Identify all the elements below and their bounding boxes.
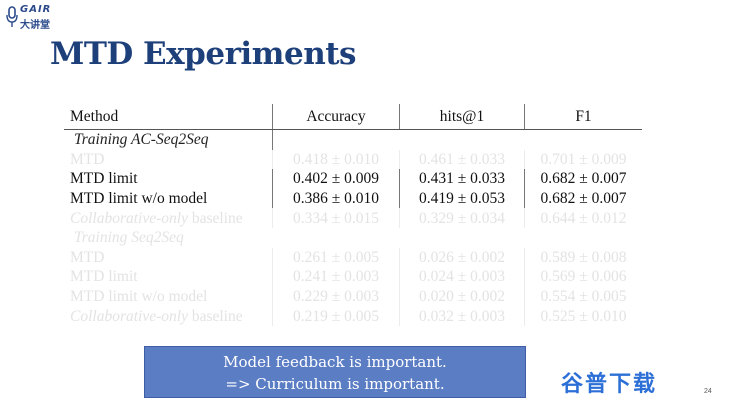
callout-line-1: Model feedback is important. [223,353,447,371]
table-row: MTD 0.418 ± 0.010 0.461 ± 0.033 0.701 ± … [64,149,642,170]
results-table: Method Accuracy hits@1 F1 Training AC-Se… [64,104,642,326]
method-rest: baseline [187,307,243,325]
header-f1: F1 [524,104,642,130]
f1-cell: 0.701 ± 0.009 [540,150,627,168]
logo-text-en: GAIR [20,4,52,15]
page-number: 24 [704,388,712,395]
logo-text-cn: 大讲堂 [20,20,50,31]
hits-cell: 0.329 ± 0.034 [399,208,525,228]
section-label: Training Seq2Seq [74,229,184,247]
hits-cell: 0.020 ± 0.002 [399,286,525,307]
hits-cell: 0.419 ± 0.053 [399,188,525,209]
method-cell: MTD limit w/o model [64,188,273,209]
section-row: Training AC-Seq2Seq [64,129,642,150]
section-label: Training AC-Seq2Seq [64,129,273,150]
accuracy-cell: 0.261 ± 0.005 [272,247,400,268]
f1-cell: 0.554 ± 0.005 [540,288,627,306]
accuracy-cell: 0.241 ± 0.003 [272,267,400,287]
header-accuracy: Accuracy [272,104,400,130]
section-row: Training Seq2Seq [64,228,642,248]
table-row: MTD limit w/o model 0.386 ± 0.010 0.419 … [64,188,642,209]
method-cell: MTD [64,247,273,268]
method-cell: MTD limit w/o model [64,286,273,307]
hits-cell: 0.024 ± 0.003 [399,267,525,287]
method-cell: Collaborative-only baseline [64,208,273,228]
method-cell: MTD limit [64,267,273,287]
table-row: MTD limit 0.241 ± 0.003 0.024 ± 0.003 0.… [64,267,642,287]
method-italic: Collaborative-only [70,209,188,227]
accuracy-cell: 0.386 ± 0.010 [272,188,400,209]
accuracy-cell: 0.219 ± 0.005 [272,306,400,326]
hits-cell: 0.431 ± 0.033 [399,169,525,189]
slide-title: MTD Experiments [50,36,357,72]
table-row: MTD 0.261 ± 0.005 0.026 ± 0.002 0.589 ± … [64,247,642,268]
method-cell: MTD limit [64,169,273,189]
method-rest: baseline [187,209,243,227]
callout-box: Model feedback is important. => Curricul… [144,346,526,398]
f1-cell: 0.644 ± 0.012 [540,209,627,227]
method-cell: MTD [64,149,273,170]
microphone-icon [6,6,18,27]
f1-cell: 0.589 ± 0.008 [540,248,627,266]
accuracy-cell: 0.229 ± 0.003 [272,286,400,307]
callout-line-2: => Curriculum is important. [225,375,445,393]
hits-cell: 0.032 ± 0.003 [399,306,525,326]
header-hits: hits@1 [399,104,525,130]
hits-cell: 0.461 ± 0.033 [399,149,525,170]
accuracy-cell: 0.402 ± 0.009 [272,169,400,189]
hits-cell: 0.026 ± 0.002 [399,247,525,268]
f1-cell: 0.525 ± 0.010 [540,307,627,325]
header-method: Method [64,104,273,130]
accuracy-cell: 0.334 ± 0.015 [272,208,400,228]
header-row: Method Accuracy hits@1 F1 [64,104,642,130]
f1-cell: 0.682 ± 0.007 [540,190,627,208]
watermark-logo: 谷普下载 [561,372,658,397]
table-row: MTD limit w/o model 0.229 ± 0.003 0.020 … [64,286,642,307]
table-row: Collaborative-only baseline 0.334 ± 0.01… [64,208,642,228]
gair-logo: GAIR 大讲堂 [6,4,66,31]
method-cell: Collaborative-only baseline [64,306,273,326]
method-italic: Collaborative-only [70,307,188,325]
accuracy-cell: 0.418 ± 0.010 [272,149,400,170]
f1-cell: 0.569 ± 0.006 [540,268,627,286]
table-row: MTD limit 0.402 ± 0.009 0.431 ± 0.033 0.… [64,169,642,189]
table-row: Collaborative-only baseline 0.219 ± 0.00… [64,306,642,326]
f1-cell: 0.682 ± 0.007 [540,170,627,188]
